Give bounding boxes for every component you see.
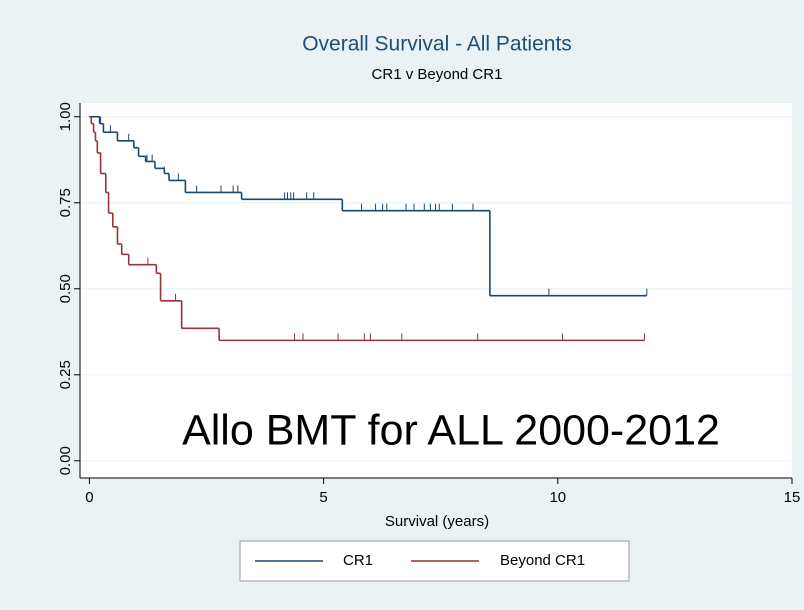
- y-tick-label: 0.25: [57, 360, 74, 389]
- y-tick-label: 0.50: [57, 274, 74, 303]
- x-tick-label: 10: [549, 489, 566, 506]
- chart-title: Overall Survival - All Patients: [302, 33, 572, 56]
- chart-subtitle: CR1 v Beyond CR1: [372, 66, 503, 83]
- x-tick-label: 0: [85, 489, 93, 506]
- x-axis-label: Survival (years): [385, 513, 489, 530]
- annotation: Allo BMT for ALL 2000-2012: [182, 406, 720, 454]
- y-tick-label: 0.75: [57, 188, 74, 217]
- y-tick-label: 0.00: [57, 446, 74, 475]
- plot-area: [80, 103, 792, 478]
- x-tick-label: 5: [319, 489, 327, 506]
- y-tick-label: 1.00: [57, 102, 74, 131]
- legend-label: CR1: [343, 552, 373, 569]
- legend: CR1 Beyond CR1: [239, 540, 630, 582]
- x-tick-label: 15: [784, 489, 801, 506]
- legend-label: Beyond CR1: [500, 552, 585, 569]
